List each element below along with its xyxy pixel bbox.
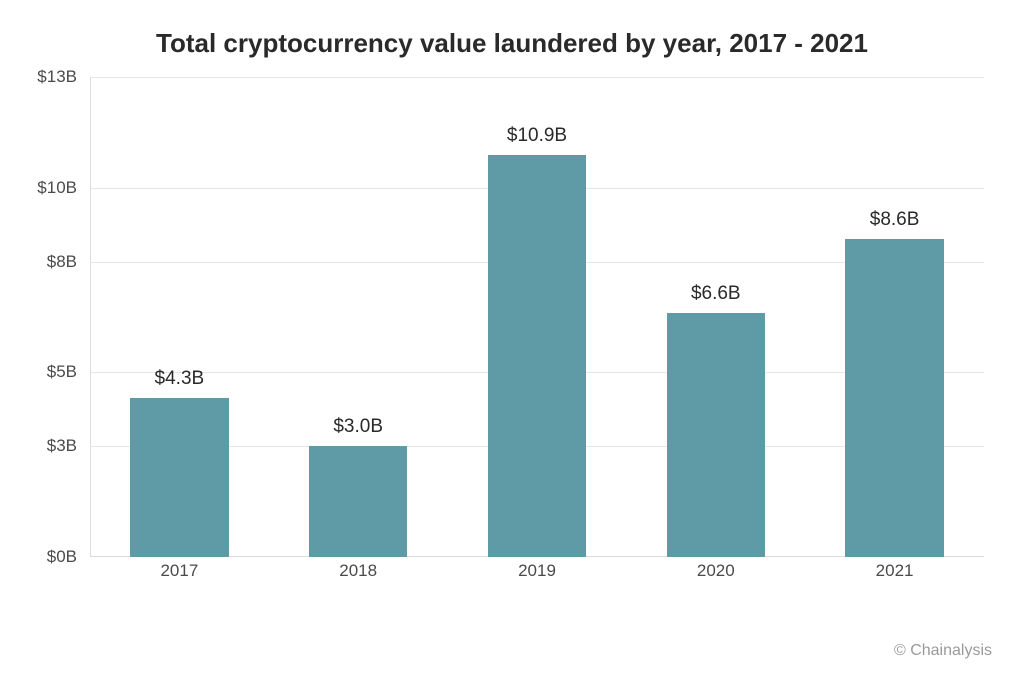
bar-2018: $3.0B: [309, 446, 407, 557]
y-tick-label: $13B: [37, 67, 77, 87]
plot-area: $13B $10B $8B $5B $3B $0B $4.3B $3.0B $1…: [90, 77, 984, 577]
bars: $4.3B $3.0B $10.9B $6.6B $8.6B: [90, 77, 984, 557]
chart-container: Total cryptocurrency value laundered by …: [0, 0, 1024, 674]
y-tick-label: $8B: [47, 252, 77, 272]
bar-value-label: $6.6B: [667, 283, 765, 305]
y-tick-label: $0B: [47, 547, 77, 567]
y-tick-label: $10B: [37, 178, 77, 198]
x-tick-label: 2021: [876, 561, 914, 581]
bar-2021: $8.6B: [845, 239, 943, 557]
bar-value-label: $3.0B: [309, 416, 407, 438]
x-tick-label: 2017: [160, 561, 198, 581]
bar-value-label: $10.9B: [488, 125, 586, 147]
attribution: © Chainalysis: [894, 642, 992, 660]
x-tick-label: 2018: [339, 561, 377, 581]
y-tick-label: $3B: [47, 436, 77, 456]
y-tick-label: $5B: [47, 362, 77, 382]
bar-2019: $10.9B: [488, 155, 586, 557]
bar-value-label: $4.3B: [130, 368, 228, 390]
bar-value-label: $8.6B: [845, 209, 943, 231]
x-tick-label: 2019: [518, 561, 556, 581]
x-tick-label: 2020: [697, 561, 735, 581]
chart-title: Total cryptocurrency value laundered by …: [30, 28, 994, 59]
bar-2020: $6.6B: [667, 313, 765, 557]
x-axis: 2017 2018 2019 2020 2021: [90, 561, 984, 585]
y-axis: $13B $10B $8B $5B $3B $0B: [30, 77, 85, 557]
bar-2017: $4.3B: [130, 398, 228, 557]
